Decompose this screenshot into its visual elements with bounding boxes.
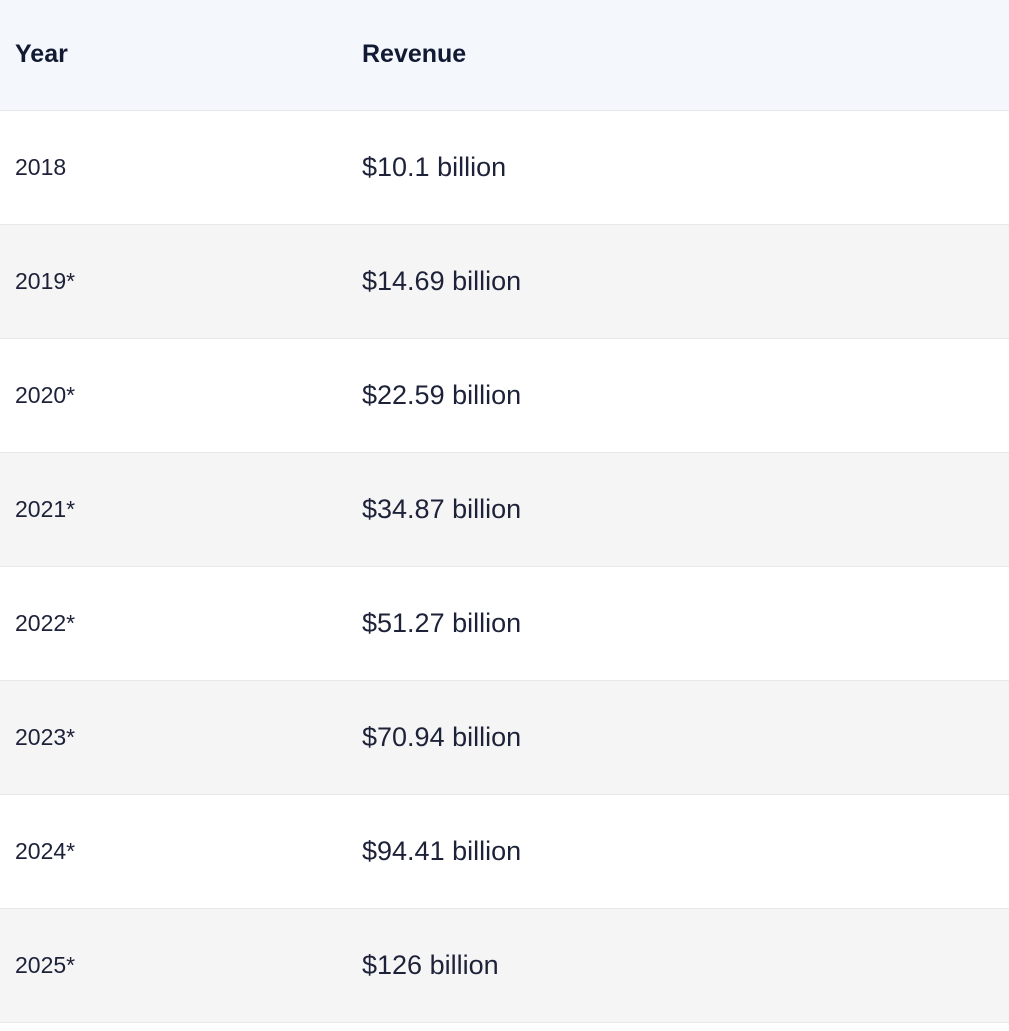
table-row: 2021* $34.87 billion	[0, 452, 1009, 567]
cell-year: 2025*	[0, 908, 347, 1023]
cell-revenue: $14.69 billion	[347, 224, 1009, 339]
table-row: 2020* $22.59 billion	[0, 338, 1009, 453]
table-row: 2023* $70.94 billion	[0, 680, 1009, 795]
table-row: 2025* $126 billion	[0, 908, 1009, 1023]
cell-revenue: $51.27 billion	[347, 566, 1009, 681]
cell-year: 2023*	[0, 680, 347, 795]
cell-revenue: $10.1 billion	[347, 110, 1009, 225]
cell-year: 2022*	[0, 566, 347, 681]
header-row: Year Revenue	[0, 0, 1009, 111]
table-row: 2024* $94.41 billion	[0, 794, 1009, 909]
header-year: Year	[0, 0, 347, 111]
table-header: Year Revenue	[0, 0, 1009, 111]
table-row: 2019* $14.69 billion	[0, 224, 1009, 339]
cell-year: 2020*	[0, 338, 347, 453]
cell-year: 2024*	[0, 794, 347, 909]
cell-revenue: $22.59 billion	[347, 338, 1009, 453]
header-revenue: Revenue	[347, 0, 1009, 111]
cell-revenue: $70.94 billion	[347, 680, 1009, 795]
cell-revenue: $94.41 billion	[347, 794, 1009, 909]
cell-year: 2019*	[0, 224, 347, 339]
cell-year: 2018	[0, 110, 347, 225]
cell-revenue: $126 billion	[347, 908, 1009, 1023]
cell-year: 2021*	[0, 452, 347, 567]
table-body: 2018 $10.1 billion 2019* $14.69 billion …	[0, 110, 1009, 1023]
table-row: 2022* $51.27 billion	[0, 566, 1009, 681]
table-row: 2018 $10.1 billion	[0, 110, 1009, 225]
cell-revenue: $34.87 billion	[347, 452, 1009, 567]
